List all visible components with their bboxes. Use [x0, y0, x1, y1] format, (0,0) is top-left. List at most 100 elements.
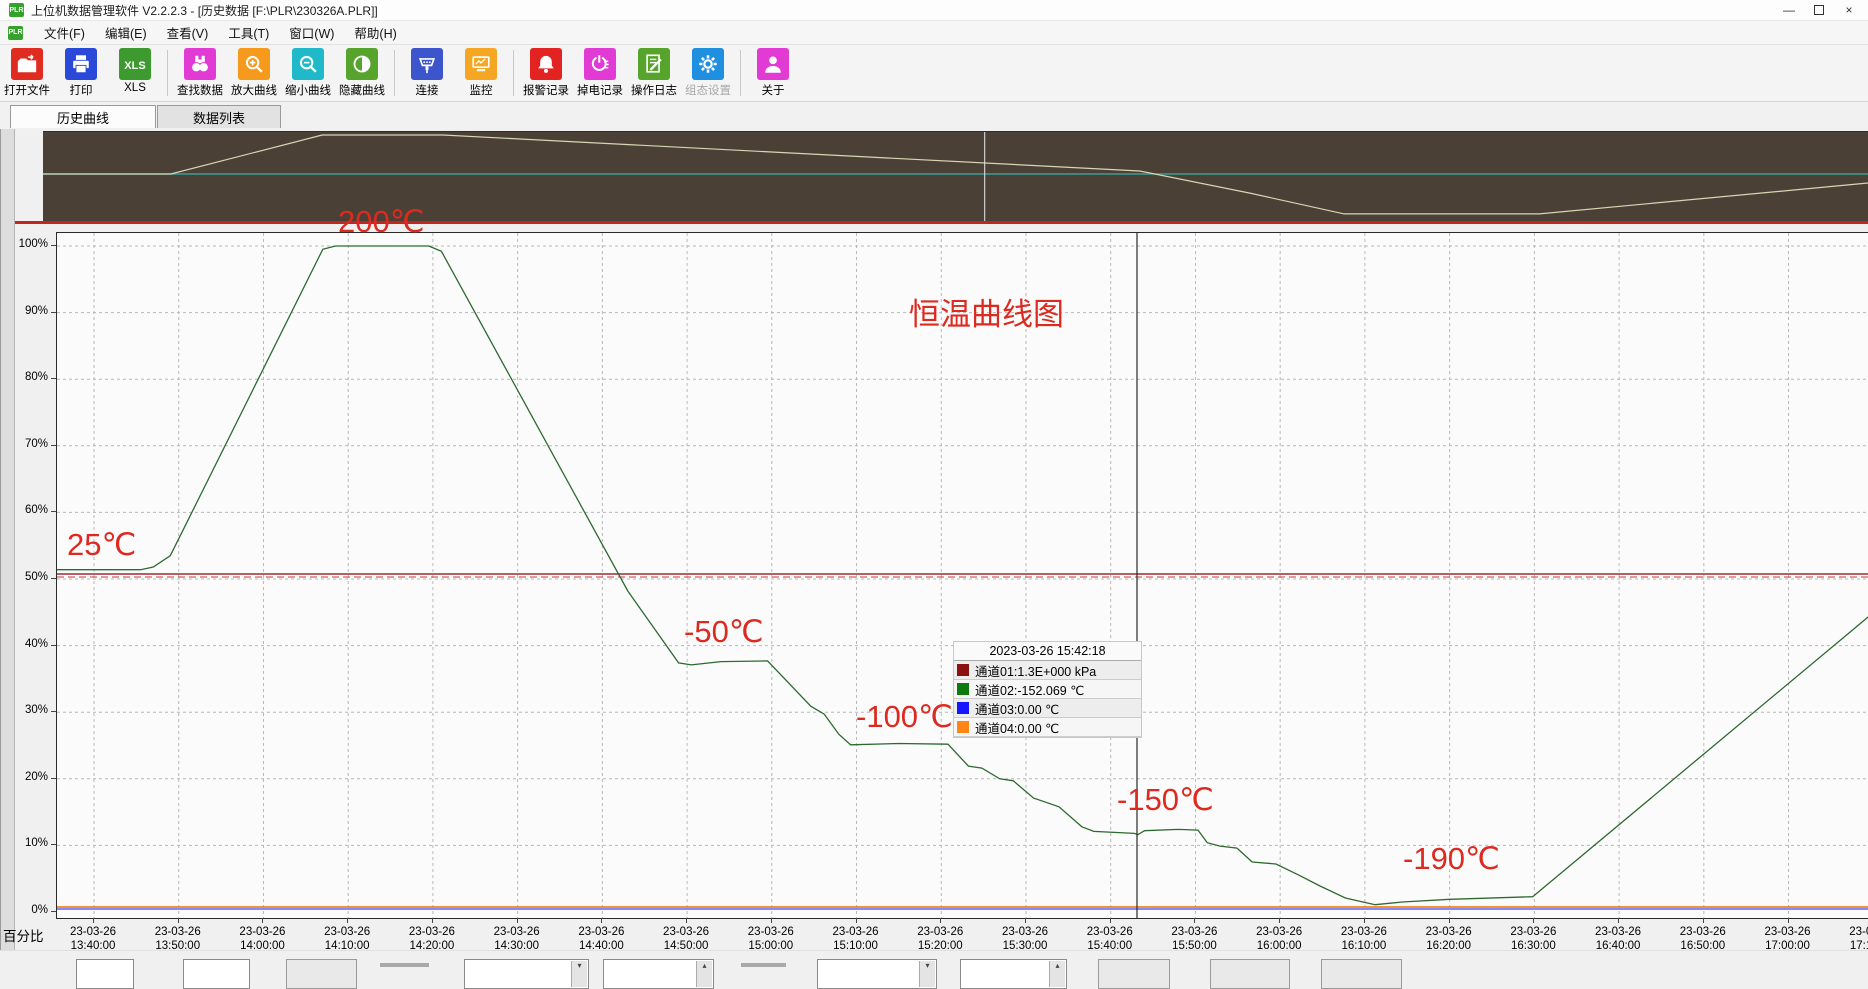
find-data-icon — [184, 48, 216, 80]
clipped-dropdown[interactable]: ▾ — [464, 959, 589, 989]
clipped-button[interactable] — [1321, 959, 1402, 989]
x-axis-tick — [1194, 918, 1196, 923]
x-axis-tick-label: 23-03-26 15:50:00 — [1171, 926, 1218, 952]
y-axis-tick-label: 100% — [18, 238, 48, 250]
menu-item-文件F[interactable]: 文件(F) — [44, 27, 85, 41]
clipped-input[interactable] — [183, 959, 250, 989]
tooltip-channel-value: 通道04:0.00 ℃ — [975, 721, 1060, 736]
toolbar-button-print[interactable]: 打印 — [54, 48, 108, 98]
chart-annotation: 25℃ — [67, 527, 137, 562]
x-axis-tick-label: 23-03-26 15:40:00 — [1086, 926, 1133, 952]
clipped-button[interactable] — [1210, 959, 1290, 989]
minimize-button[interactable]: — — [1783, 3, 1795, 17]
x-axis-tick-label: 23-03-26 14:30:00 — [493, 926, 540, 952]
zoom-in-curve-icon — [238, 48, 270, 80]
x-axis-tick — [1787, 918, 1789, 923]
chart-annotation: -50℃ — [684, 614, 764, 649]
window-title: 上位机数据管理软件 V2.2.2.3 - [历史数据 [F:\PLR\23032… — [31, 3, 378, 18]
toolbar-button-xls[interactable]: XLS XLS — [108, 48, 162, 98]
y-axis-tick-label: 30% — [24, 704, 48, 717]
y-axis-tick — [51, 911, 56, 912]
toolbar-button-label: 关于 — [761, 85, 785, 97]
tooltip-channel-row: 通道04:0.00 ℃ — [954, 718, 1141, 737]
x-axis-tick — [1279, 918, 1281, 923]
svg-text:XLS: XLS — [124, 60, 145, 72]
menu-item-窗口W[interactable]: 窗口(W) — [289, 27, 335, 41]
chart-annotation: -100℃ — [856, 699, 953, 734]
y-axis-tick — [51, 444, 56, 446]
y-axis-tick-label: 60% — [24, 504, 48, 517]
spinner-up-icon[interactable]: ▴ — [696, 961, 712, 987]
tooltip-channel-row: 通道03:0.00 ℃ — [954, 699, 1141, 718]
toolbar: 打开文件 打印 XLS XLS 查找数据 放大曲线 缩小曲线 隐藏曲线 连接 监控 报警记录 掉电记录… — [0, 44, 1868, 102]
toolbar-button-find-data[interactable]: 查找数据 — [173, 48, 227, 98]
x-axis-tick — [1109, 918, 1111, 923]
tooltip-channel-row: 通道01:1.3E+000 kPa — [954, 661, 1141, 680]
y-axis-tick — [51, 578, 56, 579]
menu-item-帮助H[interactable]: 帮助(H) — [354, 27, 397, 41]
x-axis-tick — [1448, 918, 1450, 923]
clipped-label — [380, 963, 429, 967]
toolbar-button-monitor[interactable]: 监控 — [454, 48, 508, 98]
toolbar-button-operation-log[interactable]: 操作日志 — [627, 48, 681, 98]
menu-item-查看V[interactable]: 查看(V) — [166, 27, 209, 41]
toolbar-button-zoom-out-curve[interactable]: 缩小曲线 — [281, 48, 335, 98]
x-axis-tick-label: 23-03-26 15:00:00 — [747, 926, 794, 952]
toolbar-button-connect[interactable]: 连接 — [400, 48, 454, 98]
toolbar-button-label: 打开文件 — [4, 85, 50, 97]
clipped-button[interactable] — [286, 959, 357, 989]
y-axis-tick-label: 20% — [24, 770, 48, 783]
toolbar-button-label: 报警记录 — [523, 85, 569, 97]
dropdown-arrow-icon[interactable]: ▾ — [571, 961, 587, 987]
toolbar-button-zoom-in-curve[interactable]: 放大曲线 — [227, 48, 281, 98]
toolbar-button-power-log[interactable]: 掉电记录 — [573, 48, 627, 98]
toolbar-separator — [740, 50, 741, 96]
x-axis-tick-label: 23-03-26 14:20:00 — [408, 926, 455, 952]
x-axis-tick — [93, 918, 94, 923]
x-axis-tick-label: 23-03-26 15:20:00 — [917, 926, 964, 952]
x-axis-tick — [1618, 918, 1620, 923]
clipped-spinner[interactable]: ▴ — [603, 959, 714, 989]
toolbar-button-alarm-log[interactable]: 报警记录 — [519, 48, 573, 98]
x-axis-tick-label: 23-03-26 16:20:00 — [1425, 926, 1472, 952]
clipped-button[interactable] — [1098, 959, 1170, 989]
document-logo-icon: PLR — [8, 25, 23, 40]
y-axis-tick-label: 50% — [24, 571, 48, 583]
chart-annotation: -150℃ — [1117, 782, 1214, 817]
dropdown-arrow-icon[interactable]: ▾ — [919, 961, 935, 987]
tooltip-channel-value: 通道03:0.00 ℃ — [975, 702, 1060, 717]
clipped-spinner[interactable]: ▴ — [960, 959, 1067, 989]
open-file-icon — [11, 48, 43, 80]
y-axis-tick — [51, 777, 56, 779]
tab-data-list[interactable]: 数据列表 — [157, 105, 281, 128]
toolbar-button-config[interactable]: 组态设置 — [681, 48, 735, 98]
clipped-input[interactable] — [76, 959, 134, 989]
tooltip-channel-row: 通道02:-152.069 ℃ — [954, 680, 1141, 699]
x-axis-tick — [431, 918, 433, 923]
spinner-up-icon[interactable]: ▴ — [1049, 961, 1065, 987]
monitor-icon — [465, 48, 497, 80]
x-axis-tick-label: 23-03-26 16:10:00 — [1340, 926, 1387, 952]
x-axis-tick-label: 23-03-26 13:40:00 — [69, 926, 117, 952]
toolbar-button-open-file[interactable]: 打开文件 — [0, 48, 54, 98]
close-button[interactable]: × — [1845, 3, 1853, 17]
toolbar-button-about[interactable]: 关于 — [746, 48, 800, 98]
y-axis-tick — [51, 711, 56, 713]
menu-item-工具T[interactable]: 工具(T) — [228, 27, 270, 41]
maximize-button[interactable] — [1804, 0, 1834, 20]
x-axis-tick — [940, 918, 942, 923]
tab-history-curve[interactable]: 历史曲线 — [10, 105, 156, 128]
toolbar-separator — [394, 50, 395, 96]
overview-chart[interactable] — [43, 131, 1868, 222]
alarm-log-icon — [530, 48, 562, 80]
x-axis-tick-label: 23-03-26 16:40:00 — [1595, 926, 1642, 952]
trend-chart[interactable] — [56, 232, 1868, 919]
x-axis-tick-label: 23-03-26 17:00:00 — [1764, 926, 1811, 952]
clipped-dropdown[interactable]: ▾ — [817, 959, 937, 989]
toolbar-button-hide-curve[interactable]: 隐藏曲线 — [335, 48, 389, 98]
bottom-control-strip: ▾ ▴ ▾ ▴ — [0, 950, 1868, 989]
menu-item-编辑E[interactable]: 编辑(E) — [104, 27, 147, 41]
y-axis-tick-label: 40% — [24, 637, 48, 650]
xls-icon: XLS — [119, 48, 151, 80]
